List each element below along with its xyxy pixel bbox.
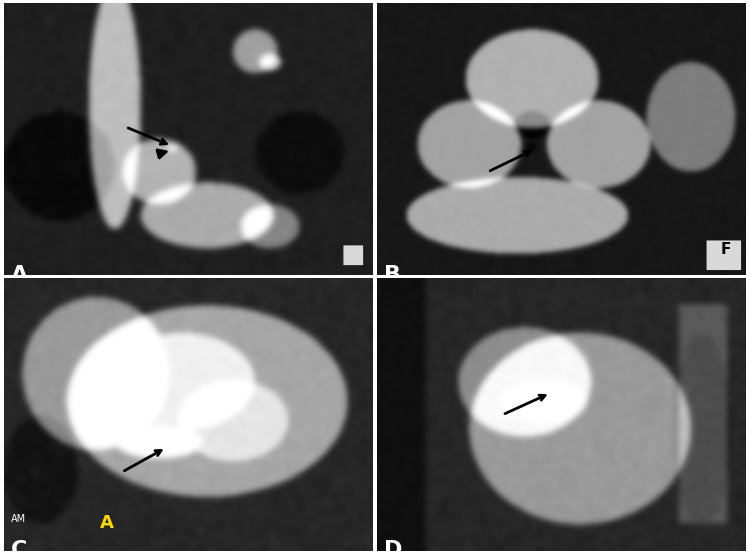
Text: A: A [11,265,28,285]
Text: B: B [384,265,401,285]
Text: A: A [100,514,114,532]
Text: F: F [721,242,731,257]
Text: C: C [11,540,28,554]
Text: D: D [384,540,403,554]
Text: AM: AM [11,514,26,524]
